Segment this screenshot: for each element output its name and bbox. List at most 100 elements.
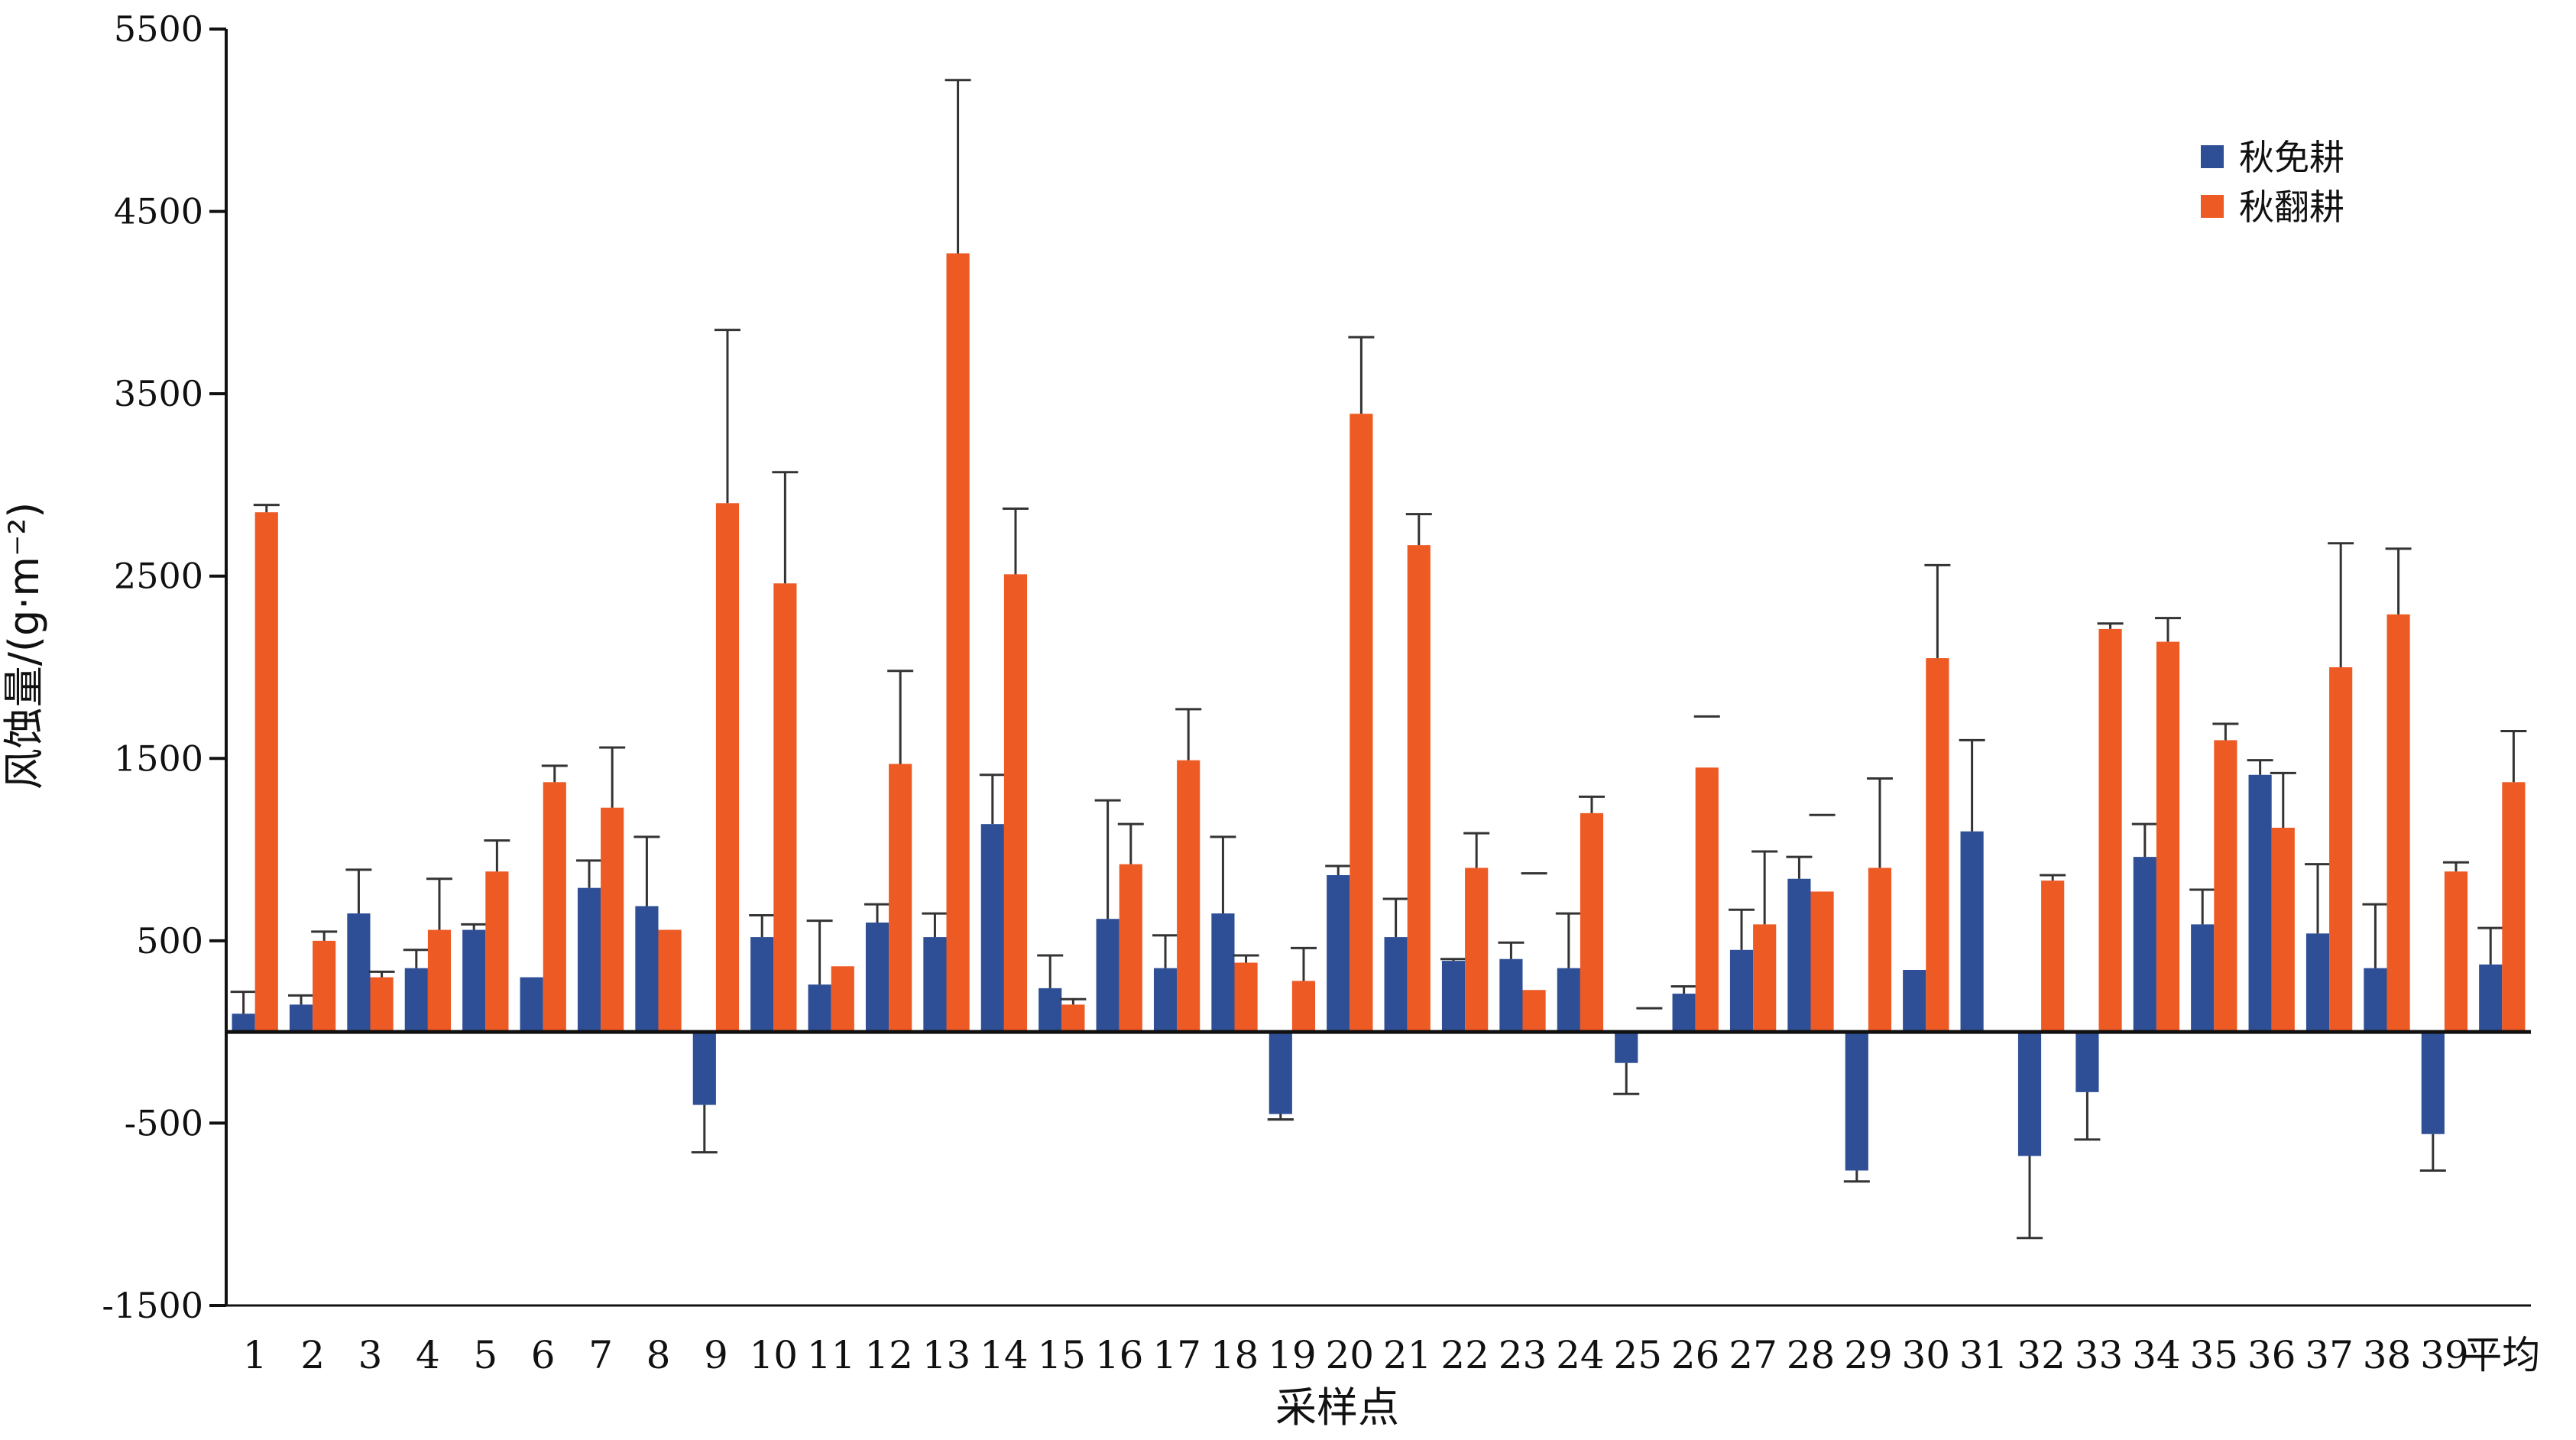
x-tick-label: 11 <box>807 1333 856 1377</box>
bar-no-till-27 <box>1729 949 1754 1033</box>
bar-no-till-平均 <box>2479 964 2503 1033</box>
x-tick-label: 20 <box>1325 1333 1374 1377</box>
bar-no-till-9 <box>692 1032 716 1105</box>
bar-plow-30 <box>1926 658 1949 1033</box>
x-tick-label: 17 <box>1152 1333 1201 1377</box>
x-tick-label: 13 <box>922 1333 971 1377</box>
bar-no-till-28 <box>1787 878 1811 1033</box>
bar-plow-32 <box>2041 881 2065 1033</box>
x-tick-label: 29 <box>1844 1333 1893 1377</box>
bar-plow-28 <box>1810 891 1834 1033</box>
bar-plow-2 <box>313 940 336 1033</box>
bar-plow-39 <box>2444 871 2468 1033</box>
x-tick-label: 7 <box>588 1333 613 1377</box>
bar-no-till-15 <box>1039 988 1062 1033</box>
y-tick-label: 2500 <box>114 556 203 597</box>
y-tick-label: 5500 <box>114 8 203 50</box>
legend-swatch-no-till <box>2201 145 2224 168</box>
bars-layer <box>230 79 2527 1240</box>
x-tick-label: 2 <box>300 1333 325 1377</box>
bar-no-till-38 <box>2364 968 2387 1033</box>
x-tick-label: 35 <box>2189 1333 2238 1377</box>
x-tick-label: 14 <box>980 1333 1029 1377</box>
bar-no-till-29 <box>1845 1032 1868 1171</box>
bar-plow-29 <box>1868 868 1892 1033</box>
x-tick-label: 10 <box>749 1333 798 1377</box>
bar-plow-33 <box>2098 628 2122 1033</box>
bar-plow-7 <box>601 807 624 1033</box>
bar-plow-26 <box>1695 767 1719 1033</box>
x-tick-label: 18 <box>1210 1333 1259 1377</box>
x-tick-label: 21 <box>1383 1333 1432 1377</box>
x-tick-label: 8 <box>646 1333 671 1377</box>
x-tick-label: 平均 <box>2464 1333 2540 1377</box>
legend-label-no-till: 秋免耕 <box>2239 137 2344 178</box>
y-axis-title: 风蚀量/(g·m⁻²) <box>0 502 48 790</box>
legend-label-plow: 秋翻耕 <box>2239 186 2344 228</box>
bar-no-till-16 <box>1096 919 1120 1033</box>
x-tick-label: 25 <box>1613 1333 1662 1377</box>
bar-no-till-7 <box>577 887 601 1033</box>
bar-no-till-2 <box>289 1004 313 1033</box>
bar-no-till-10 <box>750 937 774 1033</box>
legend: 秋免耕 秋翻耕 <box>2201 137 2344 228</box>
bar-no-till-35 <box>2191 924 2215 1033</box>
bar-no-till-3 <box>347 913 371 1033</box>
bar-no-till-22 <box>1441 961 1466 1033</box>
bar-no-till-24 <box>1557 968 1580 1033</box>
bar-plow-16 <box>1119 864 1142 1033</box>
bar-no-till-34 <box>2133 857 2156 1033</box>
x-tick-label: 39 <box>2420 1333 2469 1377</box>
bar-plow-15 <box>1061 1004 1085 1033</box>
bar-no-till-8 <box>635 906 659 1033</box>
bar-no-till-11 <box>808 984 831 1033</box>
bar-no-till-14 <box>980 824 1004 1033</box>
x-tick-label: 19 <box>1268 1333 1317 1377</box>
bar-no-till-30 <box>1903 970 1926 1033</box>
bar-plow-3 <box>370 977 394 1033</box>
y-tick-label: -1500 <box>102 1285 203 1326</box>
bar-plow-10 <box>773 583 797 1033</box>
bar-plow-1 <box>254 512 278 1033</box>
x-tick-label: 1 <box>243 1333 267 1377</box>
bar-plow-22 <box>1465 868 1489 1033</box>
bar-no-till-17 <box>1153 968 1178 1033</box>
x-tick-label: 34 <box>2132 1333 2181 1377</box>
bar-no-till-5 <box>462 929 486 1033</box>
bar-no-till-19 <box>1269 1032 1292 1114</box>
bar-plow-17 <box>1177 760 1201 1033</box>
bar-no-till-33 <box>2075 1032 2099 1092</box>
bar-plow-20 <box>1350 414 1373 1033</box>
bar-plow-6 <box>543 782 566 1033</box>
x-tick-label: 4 <box>416 1333 440 1377</box>
x-tick-label: 5 <box>473 1333 497 1377</box>
axes-layer <box>209 28 2531 1307</box>
bar-plow-34 <box>2156 641 2180 1033</box>
bar-no-till-31 <box>1960 831 1984 1033</box>
x-axis-title: 采样点 <box>1275 1383 1399 1432</box>
x-tick-label: 30 <box>1901 1333 1950 1377</box>
bar-no-till-32 <box>2017 1032 2042 1156</box>
x-tick-label: 24 <box>1556 1333 1605 1377</box>
x-tick-label: 27 <box>1729 1333 1777 1377</box>
bar-no-till-36 <box>2248 774 2272 1033</box>
bar-no-till-1 <box>232 1014 255 1033</box>
bar-plow-9 <box>715 503 740 1033</box>
x-tick-label: 37 <box>2305 1333 2354 1377</box>
bar-plow-27 <box>1753 924 1777 1033</box>
bar-plow-23 <box>1522 990 1546 1033</box>
bar-no-till-4 <box>404 968 428 1033</box>
x-tick-label: 16 <box>1095 1333 1144 1377</box>
bar-no-till-23 <box>1499 958 1523 1033</box>
y-tick-label: 1500 <box>114 738 203 779</box>
bar-no-till-12 <box>865 923 889 1033</box>
bar-plow-11 <box>831 966 854 1033</box>
bar-plow-14 <box>1003 574 1028 1033</box>
y-tick-label: -500 <box>125 1102 203 1143</box>
bar-plow-36 <box>2271 827 2295 1033</box>
bar-plow-平均 <box>2502 782 2526 1033</box>
y-tick-label: 3500 <box>114 373 203 414</box>
x-tick-label: 31 <box>1959 1333 2008 1377</box>
